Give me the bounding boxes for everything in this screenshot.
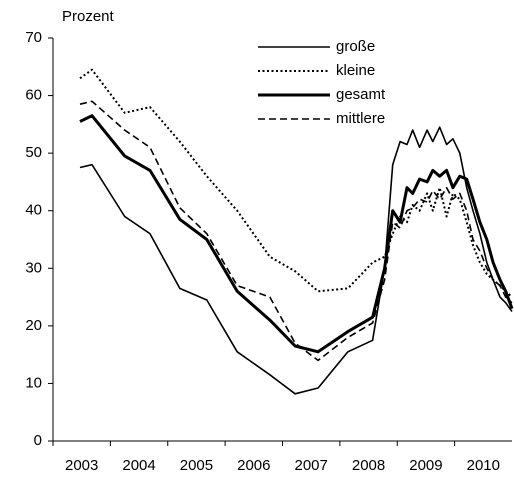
x-tick-label: 2006 [237,457,270,474]
x-tick-label: 2003 [65,457,98,474]
legend-label: mittlere [336,110,385,127]
y-tick-label: 0 [34,432,42,449]
x-tick-label: 2010 [467,457,500,474]
x-tick-label: 2007 [295,457,328,474]
y-axis-label: Prozent [62,8,115,25]
x-tick-label: 2004 [122,457,155,474]
y-tick-label: 70 [25,29,42,46]
y-tick-label: 60 [25,87,42,104]
y-tick-label: 40 [25,202,42,219]
y-tick-label: 10 [25,374,42,391]
y-tick-label: 30 [25,259,42,276]
legend-label: kleine [336,62,375,79]
x-tick-label: 2005 [180,457,213,474]
y-tick-label: 50 [25,144,42,161]
series-line [79,68,513,298]
x-tick-label: 2009 [409,457,442,474]
series-line [79,100,513,362]
legend-label: große [336,38,375,55]
legend-label: gesamt [336,86,386,103]
series-line [79,126,513,395]
x-tick-label: 2008 [352,457,385,474]
y-tick-label: 20 [25,317,42,334]
series-line [79,114,514,354]
